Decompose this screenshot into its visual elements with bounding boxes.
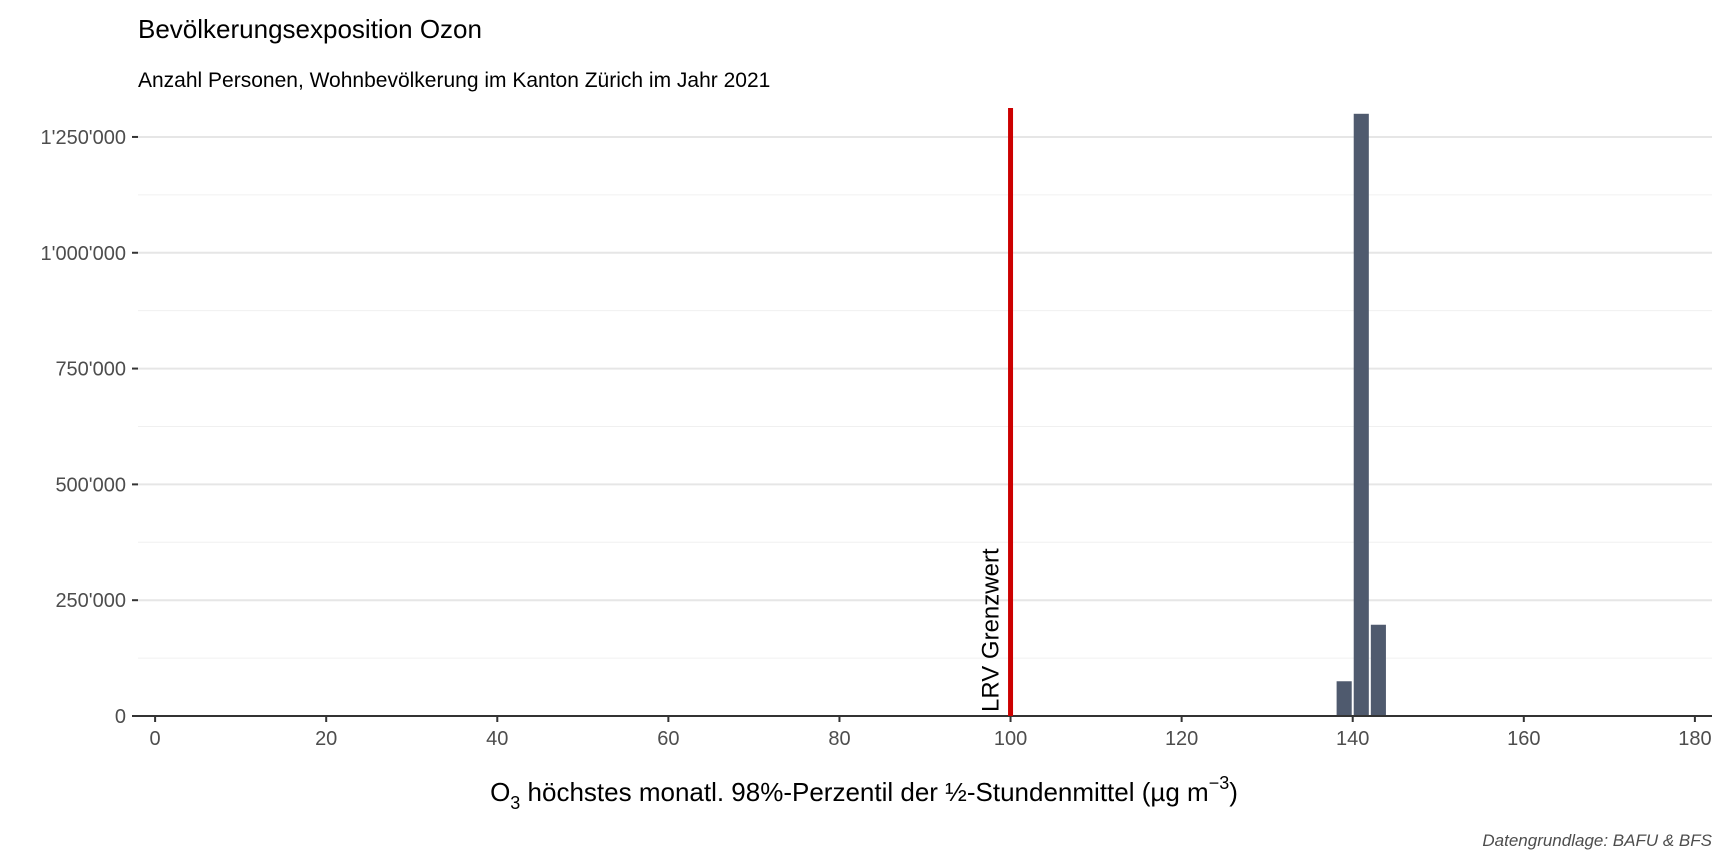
- x-axis-title-main: O: [490, 777, 510, 807]
- y-tick-label: 250'000: [55, 590, 126, 612]
- bars: [1319, 113, 1386, 717]
- histogram-bar: [1336, 681, 1352, 716]
- y-tick-label: 1'250'000: [41, 127, 127, 149]
- x-tick-label: 60: [657, 728, 679, 750]
- histogram-bar: [1370, 624, 1386, 716]
- axes: 0 250'000 500'000 750'000 1'000'000 1'250'000…: [41, 127, 1712, 750]
- x-tick-label: 180: [1678, 728, 1711, 750]
- x-tick-label: 0: [150, 728, 161, 750]
- x-axis-title-superscript: −3: [1209, 773, 1230, 793]
- x-tick-label: 80: [828, 728, 850, 750]
- y-tick-label: 1'000'000: [41, 243, 127, 265]
- x-axis-title-body: höchstes monatl. 98%-Perzentil der ½-Stu…: [520, 777, 1208, 807]
- x-axis-title-end: ): [1229, 777, 1238, 807]
- y-tick-label: 500'000: [55, 474, 126, 496]
- x-tick-label: 20: [315, 728, 337, 750]
- x-tick-label: 140: [1336, 728, 1369, 750]
- x-tick-label: 40: [486, 728, 508, 750]
- grid: [138, 135, 1712, 659]
- x-tick-label: 100: [994, 728, 1027, 750]
- reference-line-group: LRV Grenzwert: [978, 108, 1014, 716]
- chart-subtitle: Anzahl Personen, Wohnbevölkerung im Kant…: [138, 69, 770, 92]
- histogram-bar: [1353, 113, 1369, 717]
- data-source-caption: Datengrundlage: BAFU & BFS: [1482, 831, 1712, 850]
- x-axis-title: O3 höchstes monatl. 98%-Perzentil der ½-…: [490, 773, 1238, 813]
- y-tick-label: 750'000: [55, 359, 126, 381]
- x-axis-title-subscript: 3: [510, 793, 520, 813]
- chart-title: Bevölkerungsexposition Ozon: [138, 14, 482, 44]
- x-tick-label: 120: [1165, 728, 1198, 750]
- reference-line-label: LRV Grenzwert: [978, 548, 1005, 712]
- x-tick-label: 160: [1507, 728, 1540, 750]
- y-tick-label: 0: [115, 706, 126, 728]
